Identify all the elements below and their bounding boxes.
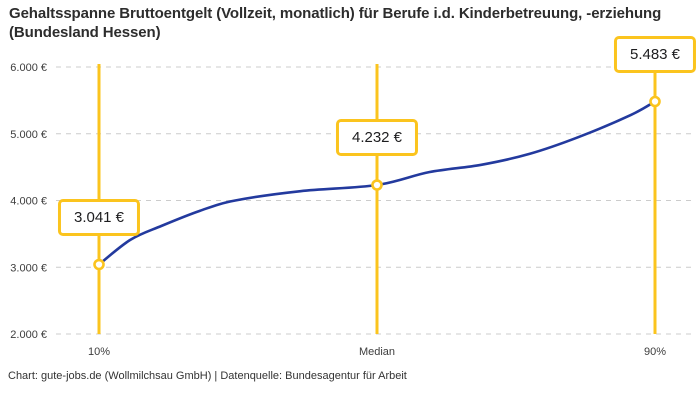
x-axis-tick-label: 10% <box>88 346 110 358</box>
y-axis-tick-label: 5.000 € <box>10 129 47 141</box>
chart-title: Gehaltsspanne Bruttoentgelt (Vollzeit, m… <box>9 5 662 41</box>
value-label-p10: 3.041 € <box>57 198 141 236</box>
y-axis-tick-label: 4.000 € <box>10 196 47 208</box>
chart-credit: Chart: gute-jobs.de (Wollmilchsau GmbH) … <box>8 370 407 382</box>
y-axis-tick-label: 6.000 € <box>10 62 47 74</box>
data-point-p10 <box>93 258 105 271</box>
x-axis-tick-label: Median <box>359 346 395 358</box>
y-axis-tick-label: 3.000 € <box>10 262 47 274</box>
data-point-median <box>371 179 383 191</box>
data-point-p90 <box>649 95 661 108</box>
value-label-p90: 5.483 € <box>613 35 697 73</box>
value-label-median: 4.232 € <box>335 119 419 156</box>
y-axis-tick-label: 2.000 € <box>10 329 47 341</box>
x-axis-tick-label: 90% <box>644 346 666 358</box>
